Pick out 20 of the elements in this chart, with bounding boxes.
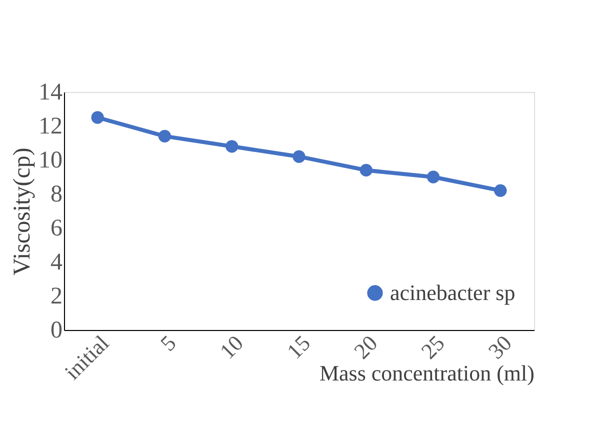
y-tick-label: 4 (50, 250, 62, 276)
point (226, 140, 238, 153)
y-tick-label: 6 (50, 216, 62, 242)
legend-label: acinebacter sp (390, 280, 516, 305)
x-tick-label: 10 (214, 330, 248, 364)
y-tick-label: 2 (50, 284, 62, 310)
point (360, 164, 372, 177)
point (494, 184, 507, 197)
x-tick-label: 5 (155, 330, 181, 356)
point (91, 111, 104, 124)
point (292, 150, 306, 163)
x-tick-label: 15 (282, 330, 316, 364)
y-tick-label: 8 (50, 182, 62, 208)
y-tick-label: 0 (50, 318, 62, 344)
y-tick-label: 14 (38, 80, 62, 106)
point (158, 130, 172, 143)
y-tick-label: 10 (38, 148, 62, 174)
y-tick-label: 12 (38, 114, 62, 140)
y-axis-title: Viscosity(cp) (10, 148, 36, 276)
point (426, 170, 440, 184)
